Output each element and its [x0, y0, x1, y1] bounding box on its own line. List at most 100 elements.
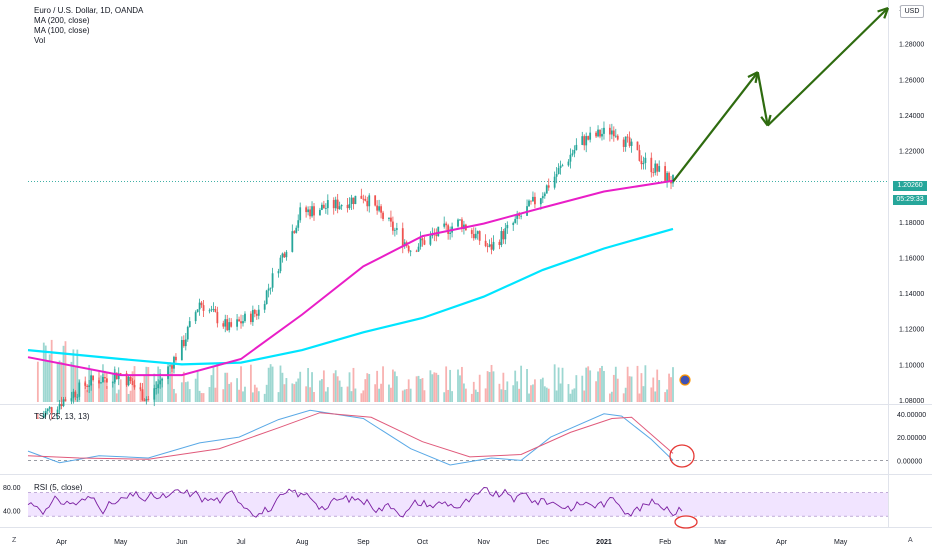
candle-body	[291, 231, 294, 252]
candle-body	[216, 311, 219, 324]
candle-body	[131, 381, 134, 386]
candle-body	[119, 373, 122, 375]
volume-bar	[518, 388, 521, 402]
volume-bar	[295, 381, 298, 402]
candle-body	[271, 273, 274, 288]
currency-button[interactable]: USD	[900, 5, 924, 18]
candle-body	[180, 339, 183, 361]
legend-ma200[interactable]: MA (200, close)	[34, 16, 90, 25]
candle-body	[251, 309, 254, 323]
volume-bar	[216, 365, 219, 402]
candle-body	[530, 200, 532, 202]
candle-body	[472, 233, 475, 239]
volume-bar	[543, 386, 546, 402]
volume-bar	[58, 360, 61, 402]
volume-bar	[311, 372, 313, 402]
candle-body	[390, 217, 392, 222]
volume-bar	[670, 377, 672, 402]
volume-bar	[324, 391, 327, 402]
volume-bar	[196, 371, 199, 402]
zoom-corner-button[interactable]: Z	[12, 537, 17, 544]
candle-body	[348, 203, 351, 209]
volume-bar	[599, 368, 601, 402]
candle-body	[175, 356, 177, 361]
candle-body	[324, 208, 327, 209]
volume-bar	[115, 393, 118, 402]
time-axis-label: Sep	[357, 539, 370, 546]
candle-body	[84, 382, 87, 386]
candle-body	[581, 136, 584, 145]
volume-bar	[415, 376, 418, 402]
candle-body	[547, 185, 550, 188]
volume-bar	[595, 381, 597, 402]
candle-body	[230, 322, 233, 327]
price-axis-label: 1.12000	[899, 327, 924, 334]
volume-bar	[214, 387, 217, 402]
legend-vol[interactable]: Vol	[34, 36, 46, 45]
candle-body	[559, 165, 562, 169]
volume-bar	[143, 375, 146, 402]
volume-bar	[573, 388, 576, 402]
volume-bar	[545, 387, 548, 402]
volume-bar	[228, 383, 231, 402]
volume-bar	[445, 366, 448, 402]
volume-bar	[139, 383, 142, 402]
price-axis-label: 1.22000	[899, 149, 924, 156]
time-axis-label: Nov	[477, 539, 490, 546]
candle-body	[352, 197, 355, 205]
volume-bar	[376, 370, 379, 402]
candle-body	[92, 375, 94, 381]
candle-body	[380, 206, 382, 213]
volume-bar	[251, 392, 254, 402]
volume-bar	[478, 374, 481, 402]
volume-bar	[334, 370, 337, 402]
volume-bar	[84, 380, 87, 402]
candle-body	[575, 144, 578, 150]
candle-body	[309, 209, 311, 217]
candle-body	[226, 319, 229, 331]
volume-bar	[437, 374, 440, 402]
candle-body	[644, 157, 647, 163]
candle-body	[457, 219, 459, 227]
candle-body	[401, 228, 404, 247]
volume-bar	[443, 392, 446, 402]
forecast-arrow-head	[877, 6, 889, 13]
legend-ma100[interactable]: MA (100, close)	[34, 26, 90, 35]
candle-body	[545, 185, 548, 194]
candle-body	[654, 163, 657, 173]
volume-bar	[336, 376, 339, 402]
volume-bar	[654, 391, 657, 402]
volume-bar	[506, 381, 509, 402]
volume-bar	[198, 390, 201, 402]
time-axis-label: May	[114, 539, 128, 546]
candle-body	[500, 231, 503, 246]
candle-body	[90, 375, 93, 386]
legend-symbol[interactable]: Euro / U.S. Dollar, 1D, OANDA	[34, 6, 144, 15]
volume-bar	[581, 375, 584, 402]
volume-bar	[202, 393, 205, 402]
volume-bar	[188, 389, 191, 402]
tsi-axis-label: 40.00000	[897, 412, 926, 419]
volume-bar	[309, 387, 311, 402]
candle-body	[155, 388, 158, 389]
candle-body	[104, 377, 106, 379]
time-axis-label: Feb	[659, 539, 671, 546]
rsi-title[interactable]: RSI (5, close)	[34, 483, 83, 492]
candle-body	[295, 227, 298, 233]
candle-body	[541, 196, 544, 199]
volume-bar	[464, 388, 467, 402]
candle-body	[346, 204, 349, 209]
auto-scale-button[interactable]: A	[908, 537, 913, 544]
candle-body	[616, 135, 619, 140]
tsi-title[interactable]: TSI (25, 13, 13)	[34, 412, 90, 421]
candle-body	[553, 176, 556, 188]
candle-body	[336, 199, 339, 210]
candle-body	[145, 398, 148, 401]
candle-body	[612, 130, 615, 137]
volume-bar	[319, 380, 321, 402]
candle-body	[488, 244, 491, 247]
candle-body	[198, 302, 201, 310]
volume-bar	[608, 393, 611, 402]
volume-bar	[472, 381, 475, 402]
